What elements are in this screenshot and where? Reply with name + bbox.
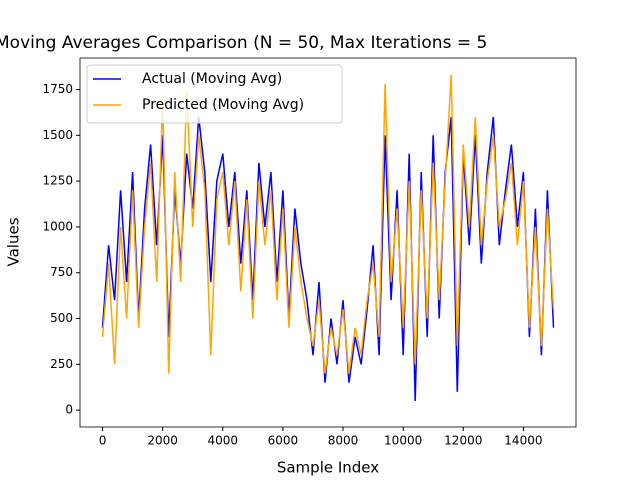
x-tick-label: 2000 <box>147 434 178 448</box>
series-line <box>101 74 555 374</box>
legend-label: Predicted (Moving Avg) <box>142 97 304 113</box>
y-tick-label: 500 <box>50 311 73 325</box>
y-axis-label: Values <box>5 217 23 266</box>
x-tick-label: 14000 <box>504 434 542 448</box>
y-tick-label: 1000 <box>42 219 73 233</box>
x-tick-label: 0 <box>99 434 107 448</box>
x-tick-label: 6000 <box>268 434 299 448</box>
y-tick-label: 1500 <box>42 128 73 142</box>
y-tick-label: 0 <box>65 403 73 417</box>
legend-label: Actual (Moving Avg) <box>142 71 282 87</box>
series-line <box>101 116 555 402</box>
x-tick-label: 12000 <box>444 434 482 448</box>
y-tick-label: 750 <box>50 265 73 279</box>
legend-box <box>86 64 343 124</box>
legend: Actual (Moving Avg) Predicted (Moving Avg… <box>86 64 343 124</box>
chart-title: Moving Averages Comparison (N = 50, Max … <box>0 33 487 53</box>
plot-frame <box>79 57 577 428</box>
x-tick-label: 8000 <box>328 434 359 448</box>
x-axis-label: Sample Index <box>277 459 379 477</box>
y-tick-label: 1750 <box>42 82 73 96</box>
x-tick-label: 4000 <box>208 434 239 448</box>
y-tick-label: 1250 <box>42 174 73 188</box>
y-tick-label: 250 <box>50 357 73 371</box>
x-tick-label: 10000 <box>384 434 422 448</box>
